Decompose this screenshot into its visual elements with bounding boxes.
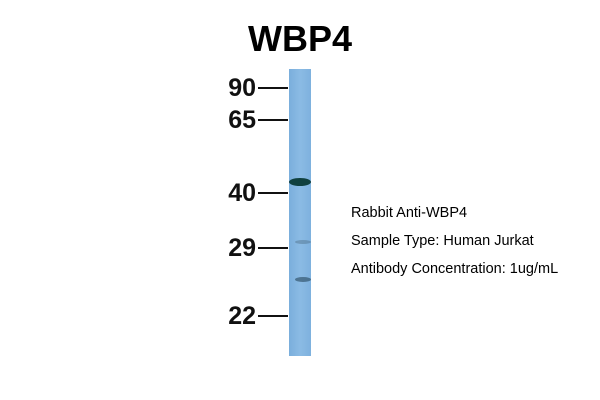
blot-lane	[289, 69, 311, 356]
marker-tick	[258, 192, 288, 194]
marker-label: 65	[228, 106, 256, 134]
marker-label: 22	[228, 302, 256, 330]
marker-tick	[258, 247, 288, 249]
marker-65: 65	[218, 107, 288, 133]
sample-text: Sample Type: Human Jurkat	[351, 233, 534, 249]
marker-label: 90	[228, 74, 256, 102]
marker-label: 40	[228, 179, 256, 207]
marker-29: 29	[218, 235, 288, 261]
marker-label: 29	[228, 234, 256, 262]
faint-band	[295, 240, 311, 244]
marker-tick	[258, 87, 288, 89]
main-band	[289, 178, 311, 186]
marker-tick	[258, 119, 288, 121]
antibody-text: Rabbit Anti-WBP4	[351, 205, 468, 221]
marker-40: 40	[218, 180, 288, 206]
blot-title: WBP4	[247, 18, 352, 59]
marker-22: 22	[218, 303, 288, 329]
marker-90: 90	[218, 75, 288, 101]
faint-band	[295, 277, 311, 282]
marker-tick	[258, 315, 288, 317]
concentration-text: Antibody Concentration: 1ug/mL	[351, 261, 559, 277]
